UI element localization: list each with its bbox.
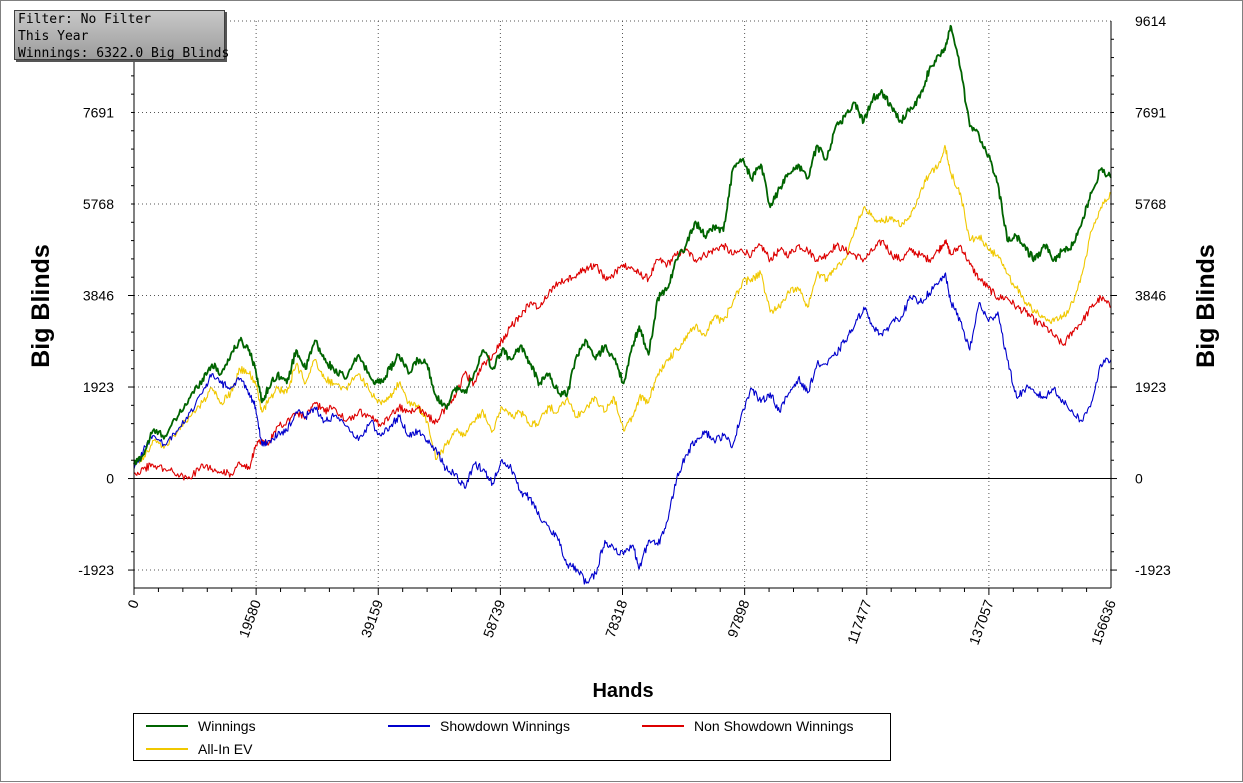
- period-text: This Year: [18, 29, 89, 44]
- y-tick-label-left: 3846: [83, 288, 114, 304]
- legend-label: All-In EV: [198, 741, 253, 757]
- winnings-text: Winnings: 6322.0 Big Blinds: [18, 46, 230, 61]
- y-tick-label-right: -1923: [1135, 562, 1171, 578]
- series-line-all-in-ev: [133, 144, 1112, 466]
- y-tick-label-left: 1923: [83, 379, 114, 395]
- y-axis-title-left: Big Blinds: [27, 244, 55, 368]
- series-line-showdown-winnings: [133, 272, 1112, 585]
- y-tick-label-right: 0: [1135, 471, 1143, 487]
- axes: [128, 21, 1117, 595]
- legend-label: Non Showdown Winnings: [694, 718, 854, 734]
- legend-item-non-showdown-winnings: Non Showdown Winnings: [642, 716, 854, 736]
- x-tick-label: 117477: [844, 597, 875, 646]
- x-tick-label: 78318: [602, 597, 630, 639]
- filter-text: Filter: No Filter: [18, 12, 152, 27]
- legend-swatch: [642, 725, 684, 727]
- y-tick-label-right: 1923: [1135, 379, 1166, 395]
- series-line-non-showdown-winnings: [133, 239, 1111, 481]
- x-tick-label: 19580: [236, 597, 264, 639]
- x-tick-label: 58739: [480, 597, 508, 639]
- y-tick-label-right: 7691: [1135, 105, 1166, 121]
- y-tick-label-left: 7691: [83, 105, 114, 121]
- y-tick-label-left: 5768: [83, 196, 114, 212]
- x-tick-label: 97898: [724, 597, 752, 639]
- y-tick-labels-right: -1923 0 1923 3846 5768 7691 9614: [1135, 13, 1171, 578]
- grid-lines: [134, 20, 1111, 588]
- y-tick-label-right: 9614: [1135, 13, 1166, 29]
- series-lines: [133, 24, 1112, 585]
- legend-swatch: [146, 748, 188, 750]
- x-tick-label: 156636: [1088, 597, 1119, 647]
- y-tick-labels-left: -1923 0 1923 3846 5768 7691: [78, 105, 114, 579]
- y-tick-label-right: 3846: [1135, 288, 1166, 304]
- x-tick-label: 0: [124, 597, 142, 610]
- legend-item-all-in-ev: All-In EV: [146, 739, 252, 759]
- series-line-winnings: [133, 24, 1112, 466]
- legend-swatch: [146, 725, 188, 727]
- x-tick-labels: 0 19580 39159 58739 78318 97898 117477 137057 15…: [124, 597, 1119, 647]
- x-tick-label: 137057: [966, 597, 997, 647]
- legend: Winnings Showdown Winnings Non Showdown …: [133, 713, 891, 761]
- y-tick-label-right: 5768: [1135, 196, 1166, 212]
- x-axis-title: Hands: [592, 680, 653, 702]
- legend-label: Winnings: [198, 718, 256, 734]
- y-tick-label-left: 0: [106, 471, 114, 487]
- info-box: Filter: No Filter This Year Winnings: 63…: [14, 10, 230, 61]
- x-tick-label: 39159: [358, 597, 386, 639]
- legend-label: Showdown Winnings: [440, 718, 570, 734]
- y-axis-title-right: Big Blinds: [1192, 244, 1220, 368]
- y-tick-label-left: -1923: [78, 562, 114, 578]
- legend-swatch: [388, 725, 430, 727]
- legend-item-winnings: Winnings: [146, 716, 256, 736]
- legend-item-showdown-winnings: Showdown Winnings: [388, 716, 570, 736]
